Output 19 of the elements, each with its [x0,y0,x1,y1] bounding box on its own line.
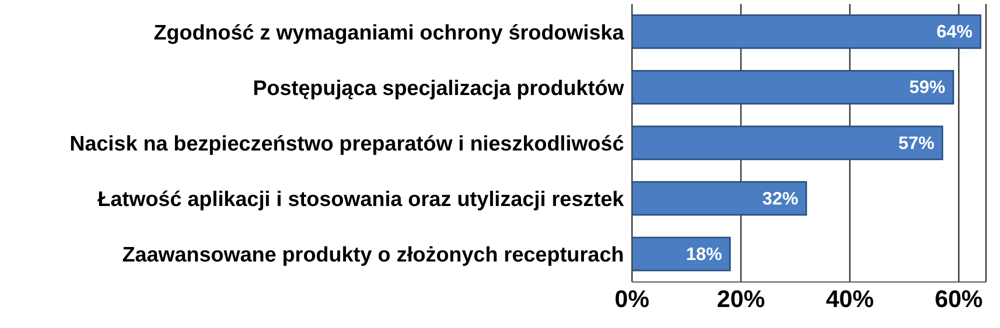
data-label: 59% [909,77,946,98]
bar [632,126,944,160]
bar [632,70,954,104]
data-label: 64% [936,22,973,42]
y-tick-label: Zgodność z wymaganiami ochrony środowiska [154,21,624,44]
y-tick-label: Postępująca specjalizacja produktów [252,76,625,100]
bar [632,236,731,272]
data-label: 18% [686,244,722,264]
data-label: 57% [898,132,934,153]
y-tick-label: Łatwość aplikacji i stosowania oraz utylizacji resztek [98,188,624,212]
x-tick-label: 40% [826,286,874,314]
x-tick-label: 0% [614,286,650,314]
x-tick-label: 20% [716,286,765,314]
data-label: 32% [762,188,798,208]
x-tick-label: 60% [934,286,983,314]
bar [632,14,982,49]
y-tick-label: Zaawansowane produkty o złożonych recepturach [122,244,624,267]
y-tick-label: Nacisk na bezpieczeństwo preparatów i nieszkodliwość [70,132,624,156]
bar [632,181,808,216]
